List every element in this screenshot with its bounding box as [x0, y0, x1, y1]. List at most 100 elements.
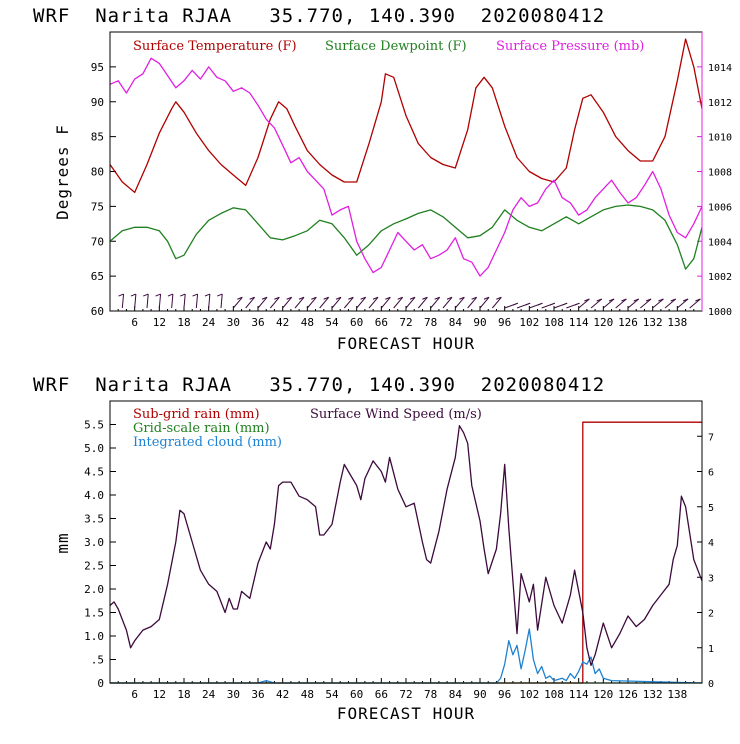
bottom-y-tick-label: 4.0 [84, 489, 104, 502]
wind-barb-flag [512, 302, 519, 306]
top-x-tick-label: 96 [498, 316, 511, 329]
legend-subgrid-rain: Sub-grid rain (mm) [133, 407, 260, 422]
top-x-tick-label: 42 [276, 316, 289, 329]
top-x-tick-label: 138 [667, 316, 687, 329]
top-chart-title: WRF Narita RJAA 35.770, 140.390 20200804… [33, 5, 605, 27]
wind-barb [245, 296, 256, 309]
bottom-y2-tick-label: 3 [708, 573, 714, 584]
wind-barb [590, 298, 603, 309]
bottom-x-axis-label: FORECAST HOUR [337, 704, 475, 723]
bottom-x-tick-label: 102 [519, 688, 539, 701]
top-x-tick-label: 6 [131, 316, 138, 329]
wind-barb [232, 296, 243, 309]
bottom-x-tick-label: 60 [350, 688, 363, 701]
wind-barb [417, 296, 428, 309]
top-x-tick-label: 60 [350, 316, 363, 329]
wind-barb-flag [261, 296, 268, 300]
legend-surface-dewpoint: Surface Dewpoint (F) [325, 39, 467, 54]
wind-barb [689, 298, 701, 309]
wind-barb [368, 296, 379, 309]
top-x-tick-label: 54 [325, 316, 339, 329]
bottom-plot-frame [109, 400, 703, 684]
bottom-y-tick-label: 3.0 [84, 536, 104, 549]
wind-barb [405, 296, 416, 309]
wind-barb-row [118, 293, 701, 309]
top-x-tick-label: 108 [544, 316, 564, 329]
bottom-y-tick-label: 2.5 [84, 560, 104, 573]
bottom-x-tick-label: 42 [276, 688, 289, 701]
wind-barb-flag [574, 302, 580, 306]
top-y-tick-label: 85 [91, 131, 104, 144]
legend-gridscale-rain: Grid-scale rain (mm) [133, 421, 270, 436]
bottom-x-tick-label: 126 [618, 688, 638, 701]
wind-barb-flag [621, 298, 627, 302]
wind-barb-flag [167, 293, 174, 297]
wind-barb-flag [483, 296, 490, 300]
bottom-x-tick-label: 36 [251, 688, 264, 701]
wind-barb-flag [249, 296, 255, 300]
wind-barb-flag [459, 296, 465, 300]
bottom-y2-tick-label: 5 [708, 503, 714, 514]
wind-barb-flag [549, 302, 556, 306]
top-y2-tick-label: 1010 [708, 133, 732, 144]
bottom-x-tick-label: 90 [473, 688, 486, 701]
top-y2-tick-label: 1012 [708, 98, 732, 109]
wind-barb [627, 298, 640, 309]
top-y2-tick-label: 1008 [708, 168, 732, 179]
wind-barb [467, 296, 478, 309]
top-x-tick-label: 66 [375, 316, 388, 329]
legend-surface-wind-speed: Surface Wind Speed (m/s) [310, 407, 482, 422]
wind-barb-flag [298, 296, 305, 300]
bottom-y-tick-label: 0 [97, 677, 104, 690]
wind-barb-flag [130, 293, 137, 297]
wind-barb-flag [372, 296, 379, 300]
wind-barb [269, 296, 280, 309]
bottom-y2-tick-label: 0 [708, 679, 714, 690]
wind-barb [282, 296, 293, 309]
top-y2-tick-label: 1002 [708, 272, 732, 283]
top-y2-tick-label: 1000 [708, 307, 732, 318]
legend-integrated-cloud: Integrated cloud (mm) [133, 435, 282, 450]
top-y-tick-label: 95 [91, 61, 104, 74]
bottom-x-tick-label: 108 [544, 688, 564, 701]
wind-barb [578, 298, 590, 309]
top-x-tick-label: 120 [593, 316, 613, 329]
wind-barb [134, 294, 137, 309]
bottom-y2-tick-label: 6 [708, 468, 714, 479]
wind-barb-flag [397, 296, 403, 300]
legend-surface-pressure: Surface Pressure (mb) [496, 39, 644, 54]
bottom-y2-tick-label: 1 [708, 644, 714, 655]
top-plot-frame [109, 31, 703, 312]
wind-barb-flag [237, 296, 243, 300]
wind-barb-flag [192, 293, 198, 297]
bottom-y-tick-label: 1.0 [84, 630, 104, 643]
wind-barb [479, 296, 490, 309]
bottom-chart-title: WRF Narita RJAA 35.770, 140.390 20200804… [33, 374, 605, 396]
wind-barb-flag [537, 302, 543, 306]
wind-barb-flag [360, 296, 366, 300]
bottom-y-tick-label: 5.5 [84, 419, 104, 432]
wind-barb-flag [682, 298, 689, 302]
wind-barb [208, 294, 211, 309]
wind-barb [356, 296, 367, 309]
wind-barb [442, 296, 453, 309]
top-x-axis-label: FORECAST HOUR [337, 334, 475, 353]
wind-barb-flag [323, 296, 329, 300]
wind-barb [306, 296, 317, 309]
bottom-x-tick-label: 72 [399, 688, 412, 701]
wind-barb-flag [409, 296, 416, 300]
wind-barb-flag [434, 296, 440, 300]
wind-barb-flag [348, 296, 354, 300]
bottom-x-tick-label: 66 [375, 688, 388, 701]
wind-barb [195, 294, 199, 309]
wind-barb-flag [385, 296, 391, 300]
bottom-x-tick-label: 48 [301, 688, 314, 701]
wind-barb-flag [286, 296, 292, 300]
top-x-tick-label: 30 [227, 316, 240, 329]
surface-dewpoint-line [109, 204, 703, 270]
wind-barb-flag [670, 298, 676, 302]
top-x-tick-label: 102 [519, 316, 539, 329]
wind-barb [294, 296, 305, 309]
top-x-tick-label: 36 [251, 316, 264, 329]
